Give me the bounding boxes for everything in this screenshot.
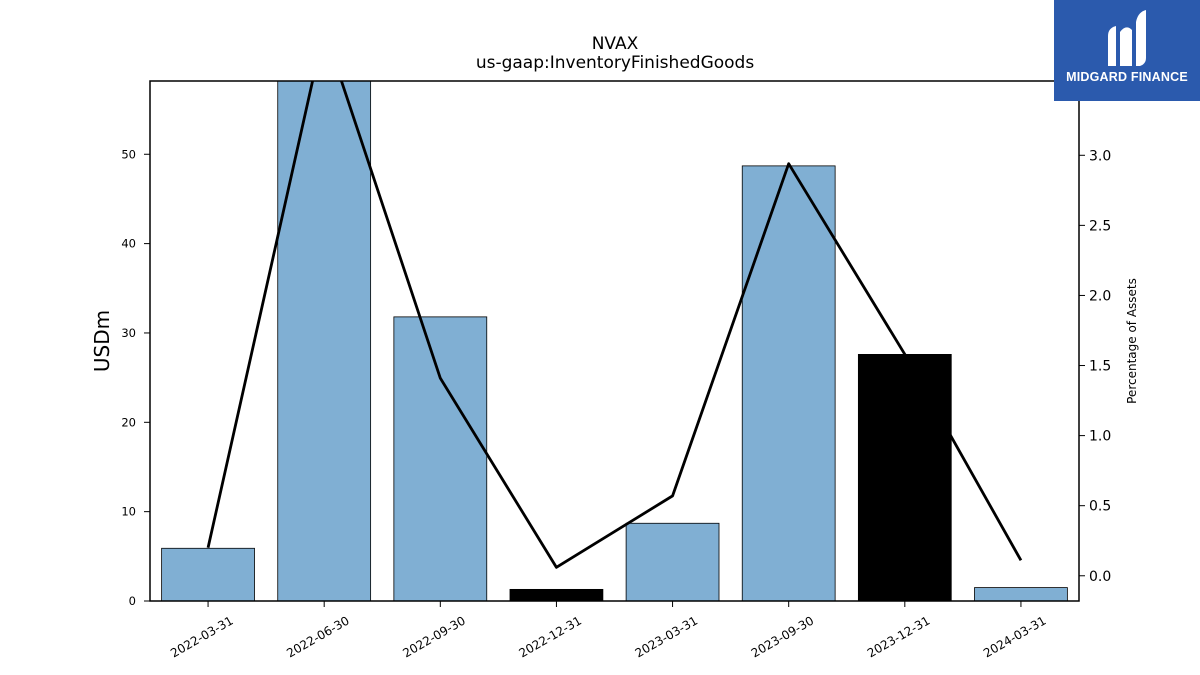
y-right-tick-label: 1.0	[1089, 429, 1111, 445]
plot-frame	[149, 80, 1080, 602]
y-axis-right: 0.0 0.5 1.0 1.5 2.0 2.5 3.0	[1079, 148, 1111, 585]
y-left-tick-label: 20	[121, 415, 136, 429]
x-tick-label: 2023-12-31	[865, 613, 932, 660]
bar-2023-12-31	[857, 354, 952, 601]
logo-text: MIDGARD FINANCE	[1066, 70, 1188, 84]
bar-2022-09-30	[393, 316, 488, 601]
y-right-tick-label: 2.5	[1089, 218, 1111, 234]
x-tick-label: 2022-06-30	[284, 613, 351, 660]
line-series	[206, 81, 1023, 569]
x-tick-label: 2022-03-31	[168, 613, 235, 660]
y-left-tick-label: 10	[121, 505, 136, 519]
y-right-tick-label: 0.0	[1089, 569, 1111, 585]
y-left-tick-label: 50	[121, 147, 136, 161]
y-left-tick-label: 30	[121, 326, 136, 340]
x-tick-label: 2022-12-31	[517, 613, 584, 660]
x-tick-label: 2023-03-31	[633, 613, 700, 660]
midgard-finance-logo: MIDGARD FINANCE	[1054, 0, 1200, 101]
logo-mark-icon	[1108, 10, 1146, 66]
y-left-tick-label: 0	[129, 594, 136, 608]
bar-2023-09-30	[741, 165, 836, 601]
chart-title: NVAX	[592, 34, 639, 54]
y-right-tick-label: 1.5	[1089, 359, 1111, 375]
bar-2022-12-31	[509, 588, 604, 601]
x-axis: 2022-03-31 2022-06-30 2022-09-30 2022-12-31…	[168, 601, 1048, 660]
y-left-tick-label: 40	[121, 237, 136, 251]
bar-2023-03-31	[625, 522, 720, 601]
chart-subtitle: us-gaap:InventoryFinishedGoods	[476, 53, 755, 73]
y-axis-left-label: USDm	[90, 310, 114, 372]
bar-2022-06-30	[277, 81, 372, 601]
bar-2022-03-31	[161, 547, 255, 601]
y-right-tick-label: 2.0	[1089, 288, 1111, 304]
percentage-of-assets-line	[206, 81, 1023, 569]
x-tick-label: 2022-09-30	[400, 613, 467, 660]
y-right-tick-label: 0.5	[1089, 499, 1111, 515]
x-tick-label: 2023-09-30	[749, 613, 816, 660]
bar-series	[161, 81, 1068, 601]
y-axis-right-label: Percentage of Assets	[1125, 278, 1139, 404]
y-right-tick-label: 3.0	[1089, 148, 1111, 164]
x-tick-label: 2024-03-31	[981, 613, 1048, 660]
bar-2024-03-31	[974, 587, 1068, 601]
y-axis-left: 0 10 20 30 40 50	[121, 147, 150, 608]
